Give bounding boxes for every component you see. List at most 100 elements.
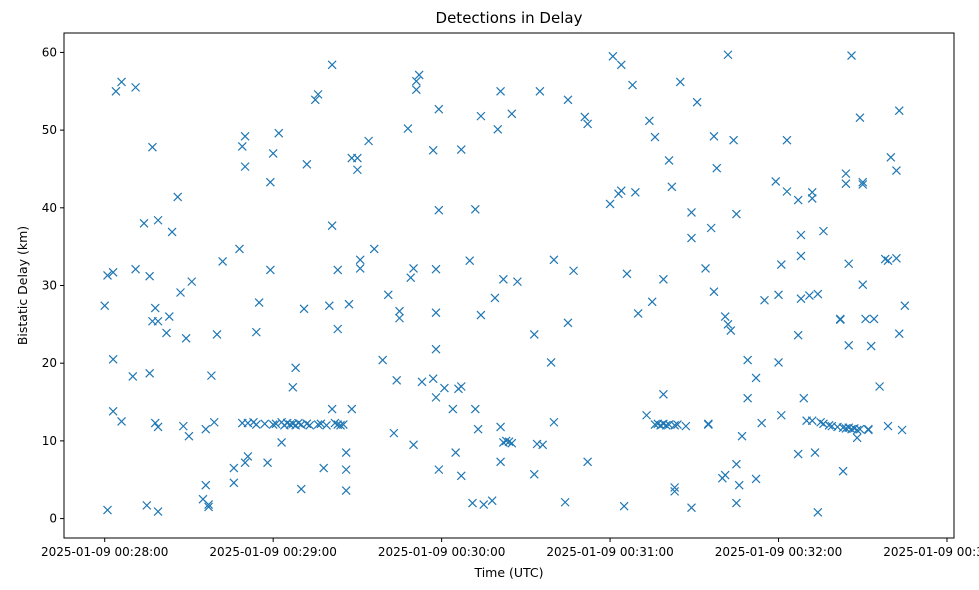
data-point [687,503,696,513]
data-point [411,85,421,95]
data-point [841,169,851,179]
data-point [111,86,121,96]
data-point [341,486,351,496]
data-point [330,418,340,428]
data-point [296,484,306,494]
data-point [108,406,118,416]
data-point [712,163,722,173]
data-point [774,357,783,367]
data-point [819,419,828,429]
data-point [647,297,657,307]
data-point [796,230,806,240]
data-point [622,269,632,279]
data-point [892,166,901,175]
data-point [855,113,865,123]
data-point [757,418,767,428]
data-point [263,458,272,468]
data-point [855,424,865,434]
data-point [774,290,783,300]
data-point [327,221,337,231]
data-point [333,324,343,334]
data-point [313,420,323,429]
data-point [880,254,890,264]
y-tick-label: 30 [42,279,57,293]
data-point [751,474,761,484]
data-point [605,199,615,209]
data-point [726,326,736,335]
data-point [628,80,637,90]
data-point [644,116,654,126]
data-point [493,124,503,134]
data-point [807,416,817,426]
data-point [807,194,817,203]
data-point [274,128,284,138]
data-point [619,501,629,511]
data-point [608,51,618,61]
data-point [670,420,680,430]
data-point [529,330,539,339]
data-point [456,382,466,391]
data-point [302,159,312,169]
data-point [243,451,253,461]
data-point [153,316,163,326]
data-point [209,417,219,427]
data-point [451,448,461,457]
data-point [819,226,828,236]
data-point [512,277,522,287]
data-point [894,106,904,116]
y-tick-label: 40 [42,201,57,215]
data-point [675,77,685,87]
data-point [844,259,854,269]
data-point [501,436,511,446]
data-point [841,179,851,189]
data-point [218,256,228,266]
data-point [731,209,741,219]
x-tick-label: 2025-01-09 00:30:00 [378,545,505,559]
data-point [383,290,393,300]
data-point [235,244,244,254]
data-point [549,417,559,427]
data-point [760,295,769,305]
data-point [847,51,856,60]
data-point [844,340,854,350]
data-point [470,404,480,414]
data-point [431,308,441,318]
data-point [858,177,868,187]
data-point [327,404,337,414]
data-point [369,244,379,254]
data-point [782,135,792,145]
data-point [720,470,730,480]
data-point [409,263,418,273]
data-point [799,393,809,403]
data-point [201,424,211,434]
data-point [892,253,901,263]
data-point [810,448,820,457]
data-point [319,463,329,473]
data-point [406,273,416,283]
data-point [692,97,702,107]
data-point [687,233,696,243]
data-point [352,165,362,175]
data-point [743,393,753,403]
data-point [448,404,458,414]
y-tick-label: 10 [42,434,57,448]
data-point [529,469,539,479]
data-point [563,95,573,105]
data-point [288,382,298,392]
data-point [456,471,466,481]
data-point [456,145,466,154]
data-point [162,328,171,338]
data-point [813,507,823,517]
data-point [658,389,668,399]
data-point [465,256,475,266]
data-point [302,419,312,429]
data-point [838,466,848,476]
y-tick-label: 20 [42,356,57,370]
data-point [468,498,477,508]
data-point [313,89,323,99]
data-point [734,480,744,490]
data-point [150,303,160,313]
chart-title: Detections in Delay [436,9,583,27]
data-point [428,374,438,384]
data-point [642,410,651,420]
